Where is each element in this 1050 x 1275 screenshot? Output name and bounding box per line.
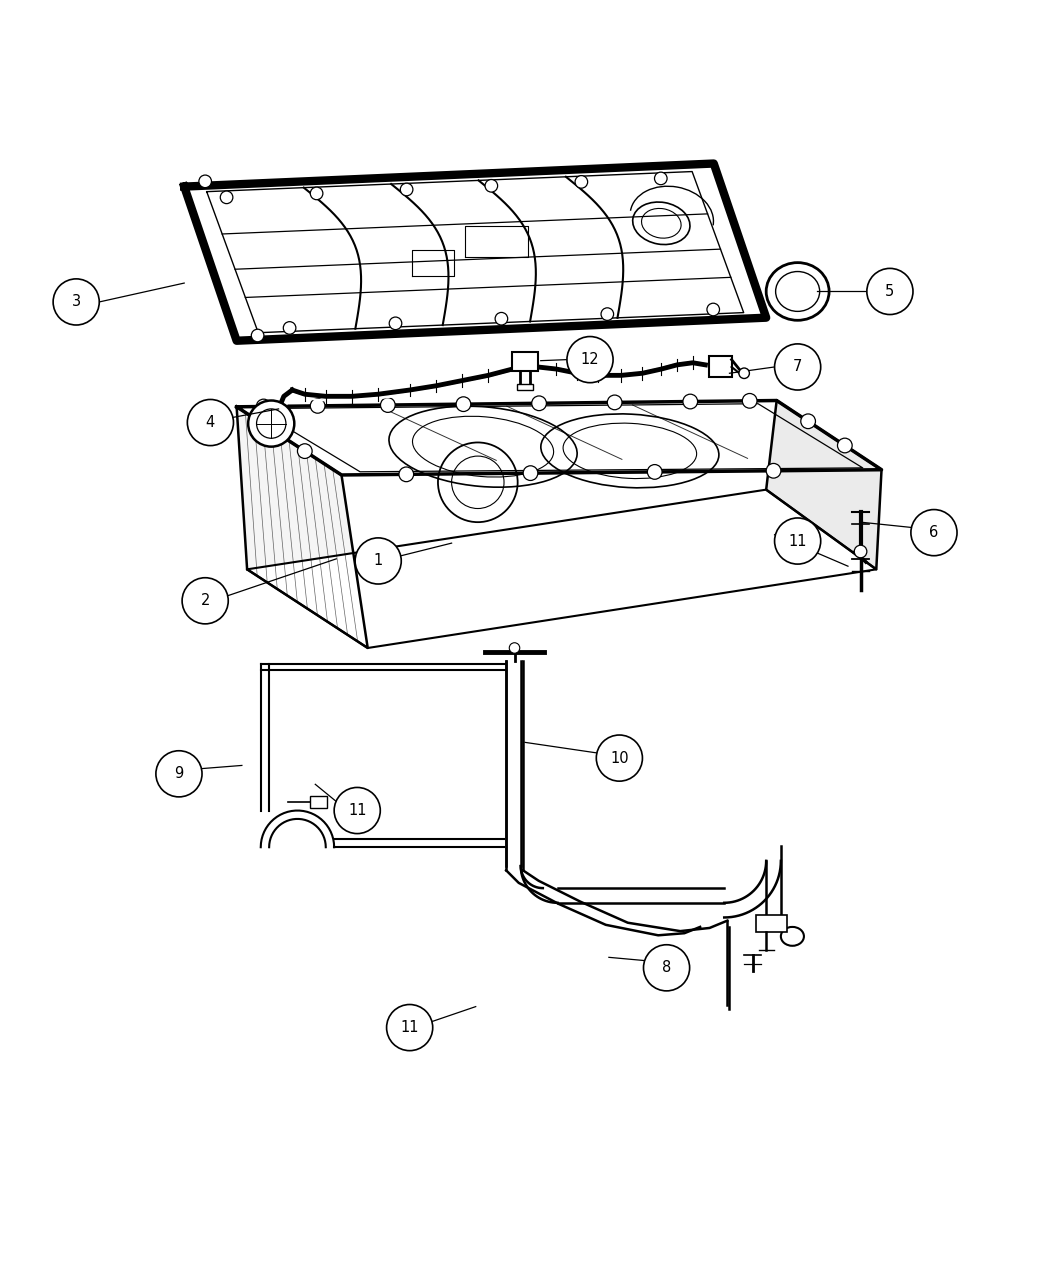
Circle shape	[775, 518, 821, 564]
Circle shape	[575, 176, 588, 189]
Circle shape	[400, 184, 413, 196]
Circle shape	[456, 397, 470, 412]
Circle shape	[485, 180, 498, 193]
FancyBboxPatch shape	[310, 796, 327, 808]
Ellipse shape	[776, 272, 820, 311]
Circle shape	[251, 329, 264, 342]
Text: 6: 6	[929, 525, 939, 541]
Circle shape	[648, 464, 663, 479]
Text: 10: 10	[610, 751, 629, 765]
Circle shape	[596, 734, 643, 782]
Circle shape	[682, 394, 697, 409]
Circle shape	[567, 337, 613, 382]
Circle shape	[198, 175, 211, 187]
Circle shape	[220, 191, 233, 204]
Circle shape	[654, 172, 667, 185]
Circle shape	[739, 368, 750, 379]
Circle shape	[155, 751, 202, 797]
Circle shape	[311, 399, 326, 413]
Circle shape	[838, 439, 853, 453]
FancyBboxPatch shape	[756, 915, 788, 932]
Circle shape	[390, 317, 402, 330]
Polygon shape	[236, 400, 882, 476]
Circle shape	[255, 417, 270, 431]
Text: 11: 11	[348, 803, 366, 819]
Text: 1: 1	[374, 553, 383, 569]
Circle shape	[380, 398, 395, 412]
FancyBboxPatch shape	[517, 384, 533, 390]
Polygon shape	[247, 490, 877, 648]
Polygon shape	[207, 172, 743, 333]
Circle shape	[182, 578, 228, 623]
Polygon shape	[766, 400, 882, 570]
Polygon shape	[184, 163, 766, 340]
Circle shape	[531, 397, 546, 411]
Circle shape	[248, 400, 294, 446]
Text: 8: 8	[662, 960, 671, 975]
Circle shape	[187, 399, 233, 445]
Circle shape	[297, 444, 312, 459]
Circle shape	[801, 414, 816, 428]
Circle shape	[775, 344, 821, 390]
Circle shape	[399, 467, 414, 482]
Circle shape	[742, 394, 757, 408]
Circle shape	[601, 307, 613, 320]
Text: 12: 12	[581, 352, 600, 367]
Circle shape	[386, 1005, 433, 1051]
Circle shape	[707, 303, 719, 316]
Ellipse shape	[766, 263, 830, 320]
Text: 7: 7	[793, 360, 802, 375]
Circle shape	[54, 279, 100, 325]
Circle shape	[523, 465, 538, 481]
Circle shape	[644, 945, 690, 991]
FancyBboxPatch shape	[709, 357, 732, 377]
Text: 11: 11	[400, 1020, 419, 1035]
Polygon shape	[236, 407, 368, 648]
Circle shape	[256, 399, 271, 414]
Circle shape	[855, 546, 867, 557]
Circle shape	[334, 788, 380, 834]
Circle shape	[496, 312, 508, 325]
Circle shape	[284, 321, 296, 334]
Circle shape	[509, 643, 520, 653]
Text: 4: 4	[206, 416, 215, 430]
Circle shape	[311, 187, 323, 200]
Text: 2: 2	[201, 593, 210, 608]
Circle shape	[867, 269, 914, 315]
Text: 11: 11	[789, 533, 806, 548]
Text: 9: 9	[174, 766, 184, 782]
Circle shape	[911, 510, 957, 556]
FancyBboxPatch shape	[512, 352, 538, 371]
Circle shape	[766, 463, 781, 478]
Ellipse shape	[781, 927, 804, 946]
Text: 3: 3	[71, 295, 81, 310]
Circle shape	[607, 395, 622, 409]
Text: 5: 5	[885, 284, 895, 298]
Circle shape	[355, 538, 401, 584]
